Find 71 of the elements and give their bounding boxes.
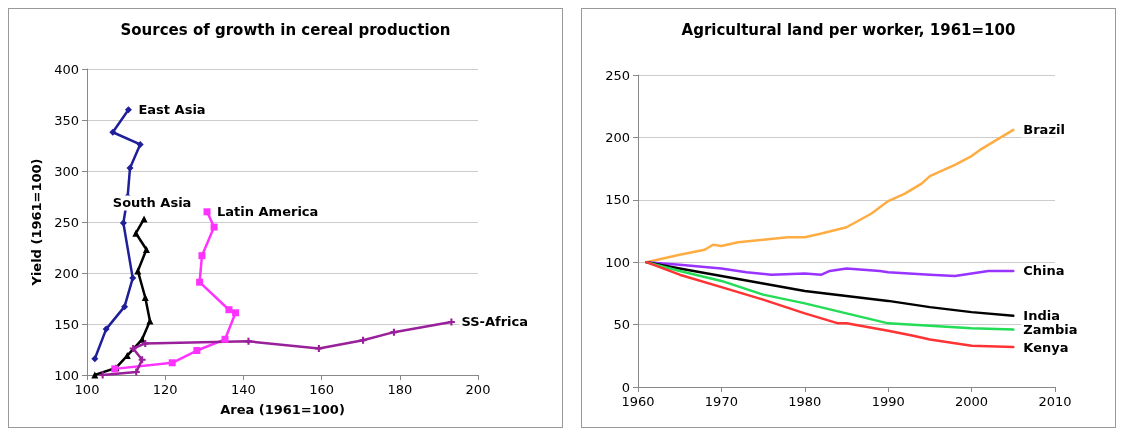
point xyxy=(168,359,176,367)
point xyxy=(91,355,99,363)
point xyxy=(132,229,140,237)
y-tick-label: 250 xyxy=(54,214,79,230)
point xyxy=(232,309,240,317)
x-tick-label: 160 xyxy=(309,382,335,397)
series-label: East Asia xyxy=(138,102,206,118)
series-label: China xyxy=(1023,263,1065,279)
y-axis-title: Yield (1961=100) xyxy=(29,158,45,287)
point xyxy=(129,344,137,352)
x-tick-label: 1960 xyxy=(621,394,655,409)
point xyxy=(244,337,252,345)
chart-title: Agricultural land per worker, 1961=100 xyxy=(681,20,1016,39)
x-axis-title: Area (1961=100) xyxy=(220,402,345,417)
x-tick-label: 1980 xyxy=(788,394,822,409)
series-label: Kenya xyxy=(1023,339,1069,355)
x-tick-label: 140 xyxy=(230,382,256,397)
point xyxy=(129,274,137,282)
point xyxy=(196,278,204,286)
point xyxy=(198,252,206,260)
point xyxy=(210,223,218,231)
series-label: India xyxy=(1023,308,1060,324)
point xyxy=(126,164,134,172)
point xyxy=(390,328,398,336)
point xyxy=(141,293,149,301)
point xyxy=(91,371,99,379)
y-tick-label: 300 xyxy=(54,163,79,179)
point xyxy=(141,339,149,347)
series-label: South Asia xyxy=(112,195,192,211)
y-tick-label: 200 xyxy=(54,265,79,281)
y-tick-label: 50 xyxy=(613,317,630,333)
y-tick-label: 400 xyxy=(54,61,79,77)
y-tick-label: 100 xyxy=(54,367,79,383)
series-label: Zambia xyxy=(1023,322,1078,338)
x-tick-label: 180 xyxy=(387,382,413,397)
point xyxy=(102,325,110,333)
series-label: Brazil xyxy=(1023,122,1065,138)
line-series xyxy=(645,260,1015,349)
point xyxy=(193,347,201,355)
x-tick-label: 200 xyxy=(465,382,491,397)
point xyxy=(203,208,211,216)
y-tick-label: 150 xyxy=(54,316,79,332)
point xyxy=(142,246,150,254)
y-tick-label: 200 xyxy=(605,129,630,145)
point xyxy=(447,318,455,326)
chart-title: Sources of growth in cereal production xyxy=(120,20,451,39)
x-tick-label: 1970 xyxy=(704,394,738,409)
point xyxy=(124,106,132,114)
y-tick-label: 350 xyxy=(54,112,79,128)
point xyxy=(109,128,117,136)
line-series xyxy=(645,128,1015,264)
point xyxy=(221,335,229,343)
y-tick-label: 250 xyxy=(605,67,630,83)
series-label: Latin America xyxy=(217,204,319,220)
point xyxy=(359,336,367,344)
x-tick-label: 1990 xyxy=(871,394,905,409)
point xyxy=(315,344,323,352)
point xyxy=(138,356,146,364)
x-tick-label: 120 xyxy=(152,382,178,397)
x-tick-label: 2010 xyxy=(1038,394,1072,409)
x-tick-label: 2000 xyxy=(955,394,989,409)
point xyxy=(119,219,127,227)
series-label: SS-Africa xyxy=(461,314,529,330)
y-tick-label: 100 xyxy=(605,254,630,270)
line-series xyxy=(645,260,1015,331)
point xyxy=(121,303,129,311)
y-tick-label: 150 xyxy=(605,192,630,208)
point xyxy=(225,306,233,314)
y-tick-label: 0 xyxy=(621,379,630,395)
x-tick-label: 100 xyxy=(74,382,100,397)
point xyxy=(136,140,144,148)
